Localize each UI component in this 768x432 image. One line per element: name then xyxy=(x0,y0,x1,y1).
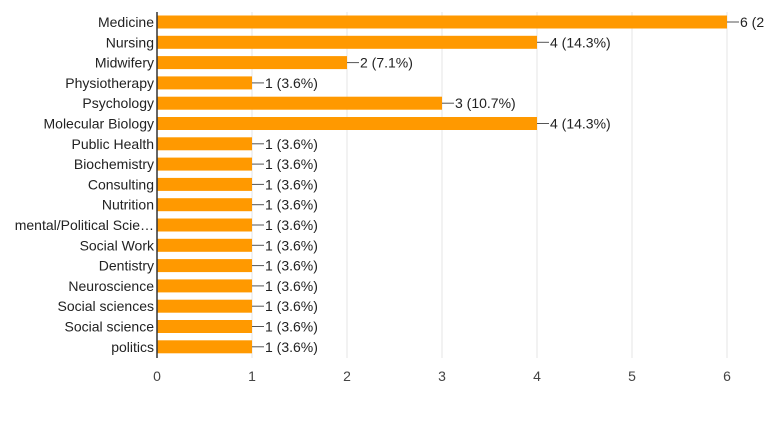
data-label: 1 (3.6%) xyxy=(265,339,318,355)
data-label: 1 (3.6%) xyxy=(265,197,318,213)
data-label: 1 (3.6%) xyxy=(265,258,318,274)
x-tick-label: 2 xyxy=(343,368,351,384)
category-label: Physiotherapy xyxy=(65,75,154,91)
x-tick-label: 3 xyxy=(438,368,446,384)
bar xyxy=(157,177,252,191)
category-label: Biochemistry xyxy=(74,156,154,172)
bar xyxy=(157,56,347,70)
data-label: 4 (14.3%) xyxy=(550,34,611,50)
bar xyxy=(157,157,252,171)
data-label: 4 (14.3%) xyxy=(550,116,611,132)
data-label: 1 (3.6%) xyxy=(265,176,318,192)
labels: 0 1 2 3 4 5 6 Medicine 6 (2 Nursing 4 (14.3%) Midwi… xyxy=(15,14,765,384)
data-label: 1 (3.6%) xyxy=(265,217,318,233)
bar xyxy=(157,320,252,333)
data-label: 1 (3.6%) xyxy=(265,319,318,335)
category-label: Psychology xyxy=(82,95,154,111)
bar xyxy=(157,340,252,354)
bar xyxy=(157,15,727,29)
bar xyxy=(157,259,252,273)
category-label: mental/Political Scie… xyxy=(15,217,154,233)
bar xyxy=(157,96,442,110)
data-label: 3 (10.7%) xyxy=(455,95,516,111)
bar xyxy=(157,137,252,151)
bars xyxy=(157,15,727,354)
data-label: 1 (3.6%) xyxy=(265,156,318,172)
category-label: Nutrition xyxy=(102,197,154,213)
data-label: 1 (3.6%) xyxy=(265,298,318,314)
category-label: Public Health xyxy=(72,136,155,152)
category-label: Social Work xyxy=(80,237,155,253)
bar xyxy=(157,279,252,293)
category-label: Nursing xyxy=(106,34,154,50)
bar xyxy=(157,117,537,130)
category-label: Social science xyxy=(65,319,155,335)
bar xyxy=(157,218,252,232)
data-label: 1 (3.6%) xyxy=(265,75,318,91)
category-label: Social sciences xyxy=(58,298,155,314)
data-label: 1 (3.6%) xyxy=(265,136,318,152)
bar xyxy=(157,238,252,252)
bar xyxy=(157,76,252,90)
data-label: 2 (7.1%) xyxy=(360,55,413,71)
data-label: 1 (3.6%) xyxy=(265,278,318,294)
category-label: Medicine xyxy=(98,14,154,30)
category-label: Neuroscience xyxy=(68,278,154,294)
bar xyxy=(157,299,252,313)
x-tick-label: 6 xyxy=(723,368,731,384)
x-tick-label: 4 xyxy=(533,368,541,384)
bar xyxy=(157,198,252,212)
data-label: 6 (2 xyxy=(740,14,764,30)
category-label: Dentistry xyxy=(99,258,154,274)
bar xyxy=(157,35,537,49)
category-label: Consulting xyxy=(88,176,154,192)
data-label: 1 (3.6%) xyxy=(265,237,318,253)
category-label: Molecular Biology xyxy=(44,116,155,132)
category-label: Midwifery xyxy=(95,55,154,71)
x-tick-label: 5 xyxy=(628,368,636,384)
x-tick-label: 1 xyxy=(248,368,256,384)
x-tick-label: 0 xyxy=(153,368,161,384)
category-label: politics xyxy=(111,339,154,355)
